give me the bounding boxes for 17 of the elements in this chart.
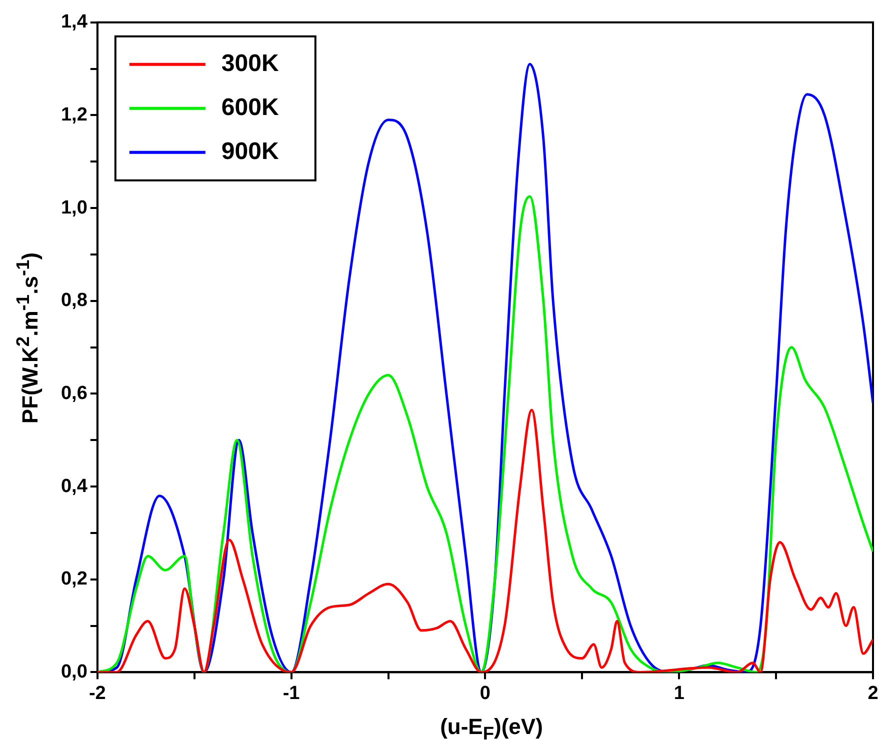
x-tick-label: -1 (282, 682, 300, 704)
y-tick-label: 1,0 (60, 197, 88, 218)
x-axis-title: (u-E$_{F}$)(eV) (439, 714, 544, 744)
y-tick-label: 0,4 (60, 476, 88, 497)
x-tick-label: 2 (868, 682, 878, 704)
y-tick-label: 1,2 (60, 104, 88, 126)
y-tick-label: 0,2 (60, 568, 88, 590)
y-tick-label: 0,0 (60, 661, 88, 682)
y-tick-label: 0,6 (60, 382, 88, 404)
legend-label: 900K (221, 138, 280, 166)
y-tick-label: 0,8 (60, 290, 88, 312)
x-tick-label: 0 (480, 682, 490, 704)
y-tick-label: 1,4 (60, 12, 88, 33)
legend-label: 300K (221, 50, 280, 78)
x-tick-label: 1 (674, 682, 685, 704)
legend-label: 600K (221, 94, 280, 122)
x-tick-label: -2 (88, 682, 106, 704)
